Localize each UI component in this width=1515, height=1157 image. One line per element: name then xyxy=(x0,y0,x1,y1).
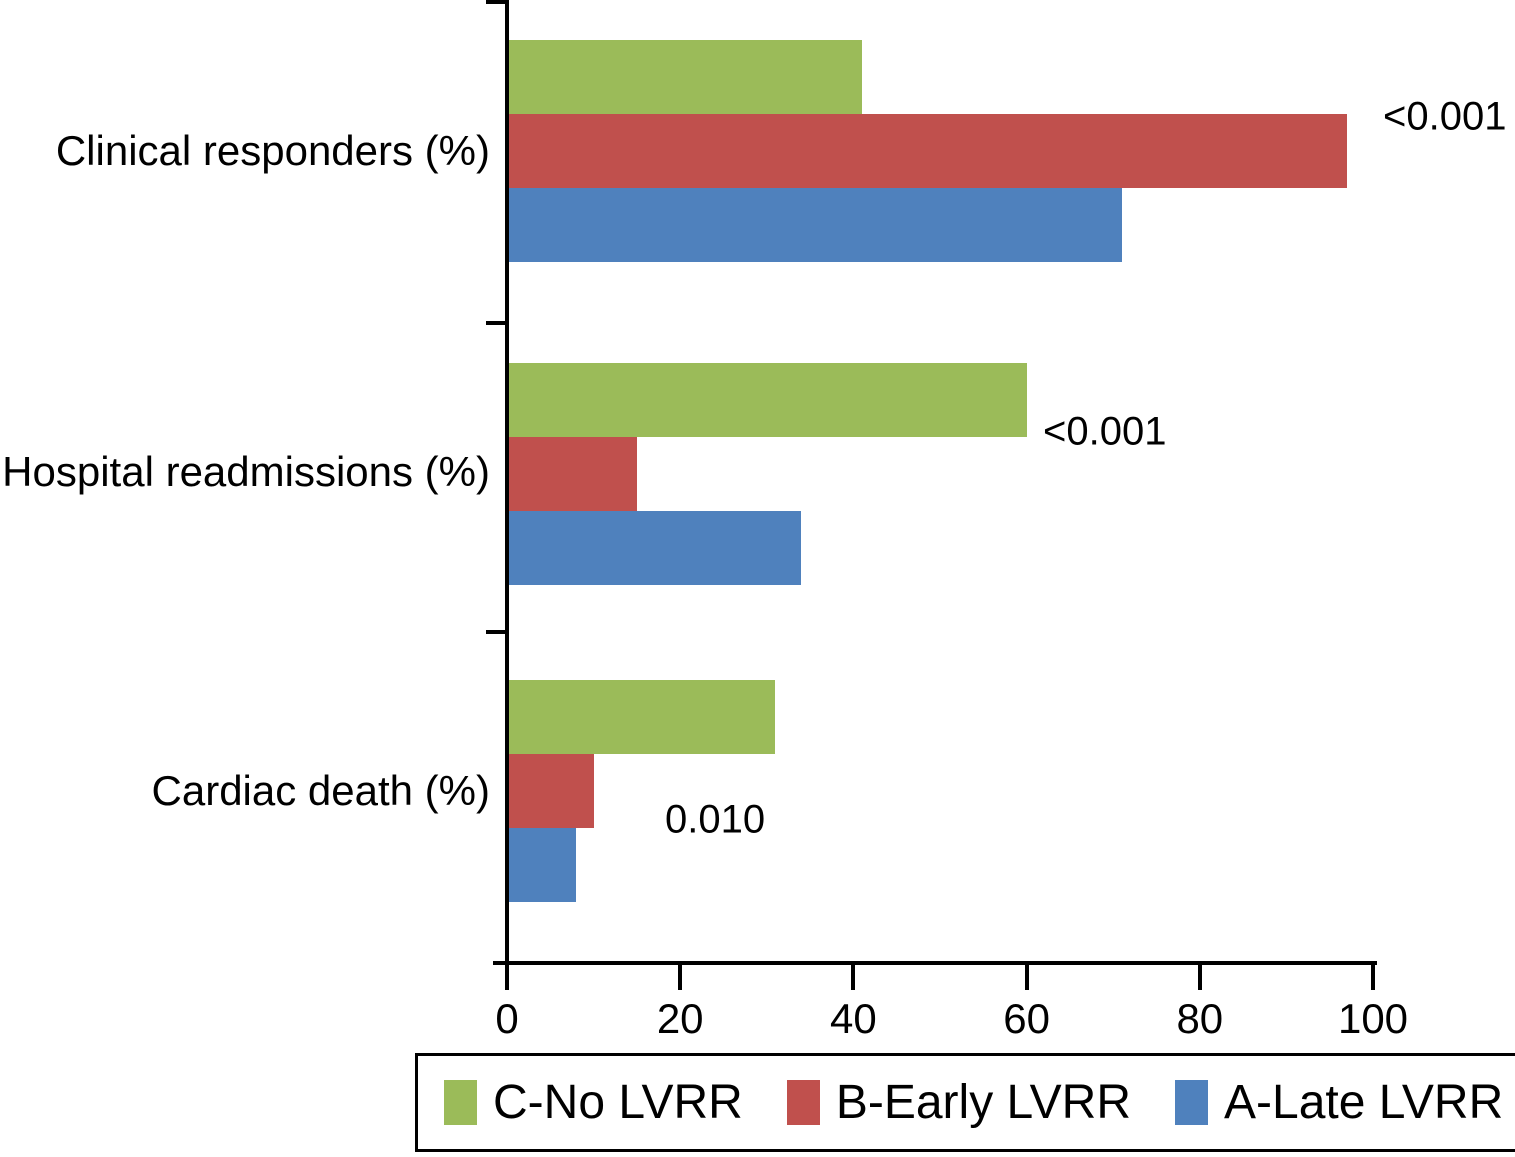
x-tick-0 xyxy=(505,963,509,990)
legend: C-No LVRR B-Early LVRR A-Late LVRR xyxy=(415,1053,1515,1152)
y-tick-1 xyxy=(486,0,507,4)
bar-a-late-lvrr-1 xyxy=(507,188,1122,262)
legend-swatch-icon xyxy=(786,1080,820,1125)
p-value-annotation-3: 0.010 xyxy=(665,797,766,842)
x-tick-label-0: 0 xyxy=(495,995,519,1042)
x-tick-label-20: 20 xyxy=(656,995,704,1042)
category-label-2: Hospital readmissions (%) xyxy=(2,448,490,495)
x-tick-80 xyxy=(1197,963,1202,990)
x-tick-20 xyxy=(678,963,683,990)
x-tick-60 xyxy=(1024,963,1029,990)
legend-swatch-icon xyxy=(444,1080,477,1125)
bar-a-late-lvrr-3 xyxy=(507,828,576,902)
y-tick-2 xyxy=(486,321,507,325)
bar-a-late-lvrr-2 xyxy=(507,511,801,585)
category-label-3: Cardiac death (%) xyxy=(151,767,490,814)
x-tick-label-40: 40 xyxy=(830,995,877,1042)
bar-c-no-lvrr-1 xyxy=(507,40,862,114)
bar-b-early-lvrr-3 xyxy=(507,754,594,828)
legend-item-b-early-lvrr: B-Early LVRR xyxy=(786,1075,1131,1130)
legend-swatch-icon xyxy=(1175,1080,1208,1125)
x-tick-100 xyxy=(1371,963,1375,990)
legend-label: C-No LVRR xyxy=(493,1076,743,1129)
x-tick-label-100: 100 xyxy=(1337,995,1409,1042)
legend-item-a-late-lvrr: A-Late LVRR xyxy=(1175,1075,1503,1130)
category-label-1: Clinical responders (%) xyxy=(55,127,490,174)
p-value-annotation-2: <0.001 xyxy=(1043,409,1167,454)
bar-c-no-lvrr-2 xyxy=(507,363,1027,437)
bar-b-early-lvrr-1 xyxy=(507,114,1347,188)
y-axis-line xyxy=(505,0,509,963)
x-tick-label-80: 80 xyxy=(1176,995,1224,1042)
p-value-annotation-1: <0.001 xyxy=(1383,94,1507,139)
x-tick-label-60: 60 xyxy=(1003,995,1050,1042)
x-axis-line xyxy=(493,961,1377,965)
legend-label: A-Late LVRR xyxy=(1224,1076,1504,1129)
bar-c-no-lvrr-3 xyxy=(507,680,775,754)
legend-label: B-Early LVRR xyxy=(835,1076,1131,1129)
x-tick-40 xyxy=(851,963,856,990)
legend-item-c-no-lvrr: C-No LVRR xyxy=(444,1075,743,1130)
y-tick-3 xyxy=(486,630,507,634)
bar-b-early-lvrr-2 xyxy=(507,437,637,511)
